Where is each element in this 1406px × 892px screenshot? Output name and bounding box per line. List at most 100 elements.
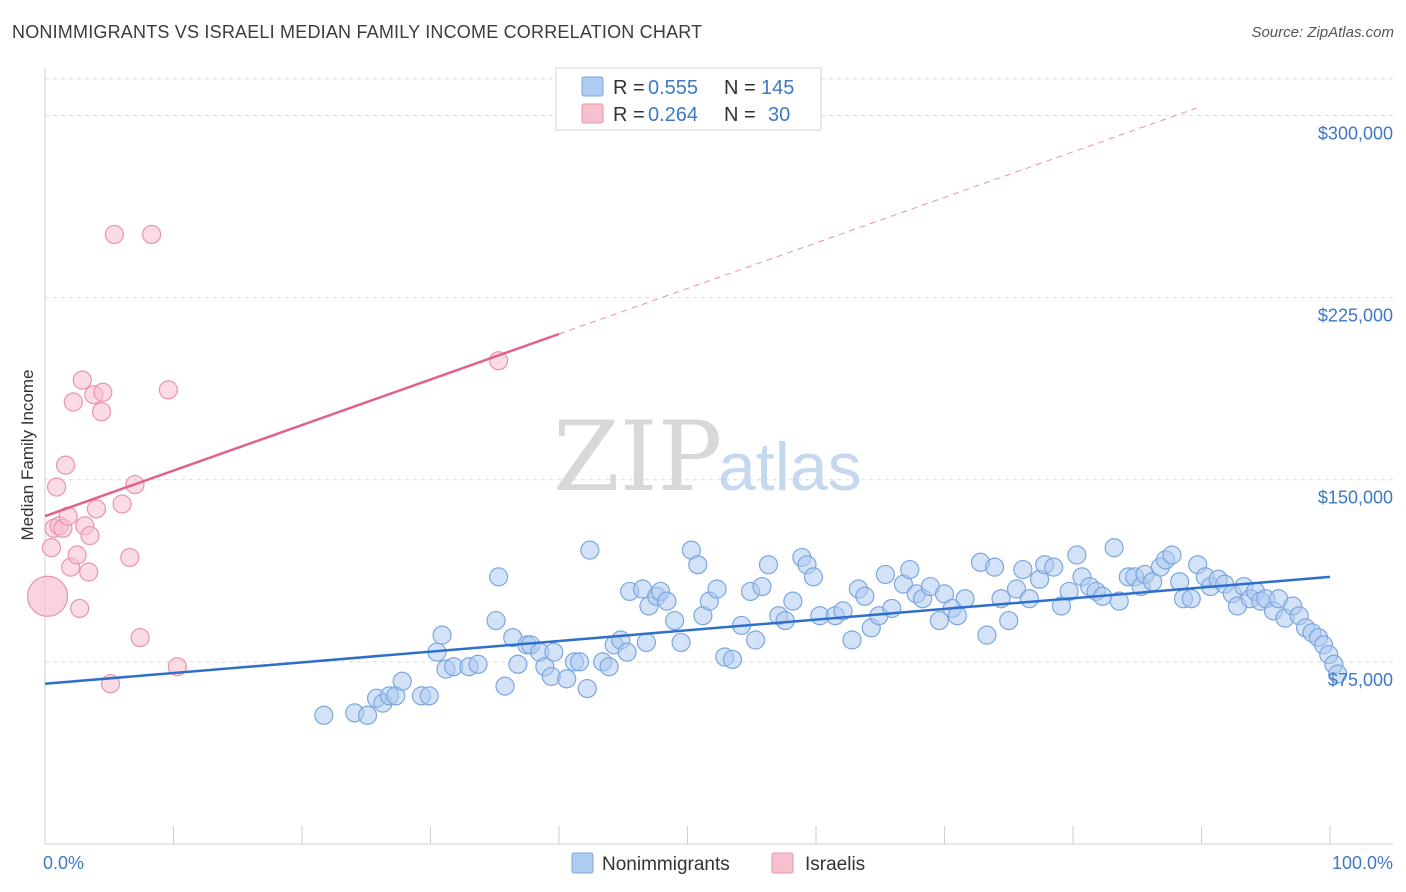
nonimmigrants-point — [419, 686, 439, 706]
y-tick-label: $150,000 — [1318, 488, 1393, 508]
nonimmigrants-point — [833, 601, 853, 621]
nonimmigrants-point — [1162, 545, 1182, 565]
nonimmigrants-point — [985, 557, 1005, 577]
israelis-point — [72, 370, 92, 390]
israelis-point — [142, 224, 162, 245]
nonimmigrants-point — [671, 632, 691, 653]
y-tick-label: $75,000 — [1328, 670, 1393, 690]
y-tick-labels: $75,000 $150,000 $225,000 $300,000 — [1318, 123, 1393, 689]
nonimmigrants-point — [955, 589, 975, 609]
nonimmigrants-point — [1328, 664, 1348, 684]
bottom-legend-swatch-israelis — [771, 852, 794, 874]
nonimmigrants-point — [657, 591, 677, 611]
nonimmigrants-point — [722, 649, 743, 670]
nonimmigrants-point — [688, 555, 708, 575]
israelis-point — [93, 382, 113, 402]
y-axis-label: Median Family Income — [18, 369, 37, 540]
israelis-point — [41, 538, 62, 558]
israelis-point — [80, 525, 100, 546]
israelis-point — [158, 380, 178, 400]
nonimmigrants-point — [707, 579, 727, 599]
nonimmigrants-point — [1104, 538, 1124, 558]
legend: R = 0.555 N = 145 R = 0.264 N = 30 — [555, 67, 822, 131]
trend-lines — [44, 107, 1331, 685]
legend-r-label: R = — [613, 104, 645, 126]
nonimmigrants-point — [580, 540, 600, 560]
nonimmigrants-point — [468, 654, 488, 674]
gridlines — [45, 78, 1393, 663]
x-tick-label-end: 100.0% — [1332, 853, 1393, 873]
nonimmigrants-point — [617, 642, 637, 662]
nonimmigrants-point — [544, 642, 564, 662]
y-tick-label: $225,000 — [1318, 306, 1393, 326]
nonimmigrants-point — [803, 567, 824, 587]
axes — [44, 68, 1393, 845]
nonimmigrants-point — [1044, 557, 1064, 577]
nonimmigrants-point — [508, 654, 528, 674]
nonimmigrants-point — [557, 669, 577, 689]
israelis-point — [70, 598, 90, 619]
nonimmigrants-point — [875, 564, 895, 585]
nonimmigrants-point — [636, 632, 656, 653]
bottom-legend: Nonimmigrants Israelis — [571, 852, 865, 875]
nonimmigrants-point — [495, 676, 515, 696]
israelis-point — [55, 455, 76, 475]
nonimmigrants-trend-line — [44, 575, 1331, 685]
legend-n-value: 145 — [761, 77, 794, 99]
legend-n-value: 30 — [768, 104, 790, 126]
legend-r-value: 0.555 — [648, 77, 698, 99]
nonimmigrants-point — [999, 610, 1019, 631]
israelis-point — [130, 627, 150, 648]
nonimmigrants-point — [900, 559, 920, 580]
nonimmigrants-point — [977, 625, 997, 645]
nonimmigrants-point — [1059, 581, 1079, 602]
nonimmigrants-point — [1013, 559, 1033, 580]
nonimmigrants-point — [357, 705, 378, 725]
israelis-point — [79, 562, 99, 582]
nonimmigrants-point — [746, 630, 766, 650]
nonimmigrants-point — [569, 652, 590, 672]
legend-swatch-nonimmigrants — [581, 76, 604, 97]
legend-n-label: N = — [724, 104, 756, 126]
israelis-point — [46, 477, 67, 497]
nonimmigrants-point — [577, 678, 597, 699]
israelis-point — [91, 402, 112, 422]
chart-source: Source: ZipAtlas.com — [1251, 24, 1394, 41]
israelis-point — [63, 392, 83, 412]
nonimmigrants-point — [929, 610, 949, 631]
nonimmigrants-point — [1181, 589, 1201, 609]
nonimmigrants-point — [1019, 589, 1039, 609]
nonimmigrants-point — [855, 586, 875, 606]
nonimmigrants-point — [1067, 545, 1087, 565]
nonimmigrants-point — [314, 705, 334, 725]
nonimmigrants-point — [752, 576, 772, 597]
nonimmigrants-point — [432, 625, 452, 645]
legend-r-label: R = — [613, 77, 645, 99]
watermark-zip: ZIP — [553, 401, 722, 513]
nonimmigrants-point — [842, 630, 862, 650]
watermark: ZIP atlas — [553, 401, 862, 513]
israelis-point — [86, 499, 107, 519]
x-tick-labels: 0.0% 100.0% — [43, 853, 1393, 873]
nonimmigrants-point — [665, 610, 685, 631]
nonimmigrants-point — [783, 591, 803, 611]
israelis-point — [26, 575, 69, 617]
israelis-trend-extension — [558, 107, 1197, 335]
legend-r-value: 0.264 — [648, 104, 698, 126]
israelis-trend-line — [44, 332, 560, 518]
y-tick-label: $300,000 — [1318, 123, 1393, 143]
legend-n-label: N = — [724, 77, 756, 99]
nonimmigrants-point — [1006, 579, 1027, 599]
nonimmigrants-point — [486, 610, 506, 631]
nonimmigrants-point — [489, 567, 509, 587]
data-points — [26, 224, 1348, 725]
nonimmigrants-point — [1109, 591, 1129, 611]
israelis-point — [67, 545, 87, 565]
watermark-atlas: atlas — [718, 429, 862, 505]
nonimmigrants-point — [758, 555, 779, 575]
nonimmigrants-point — [599, 657, 619, 677]
bottom-legend-swatch-nonimmigrants — [571, 852, 594, 874]
nonimmigrants-point — [392, 671, 412, 691]
chart-title: NONIMMIGRANTS VS ISRAELI MEDIAN FAMILY I… — [12, 22, 703, 42]
